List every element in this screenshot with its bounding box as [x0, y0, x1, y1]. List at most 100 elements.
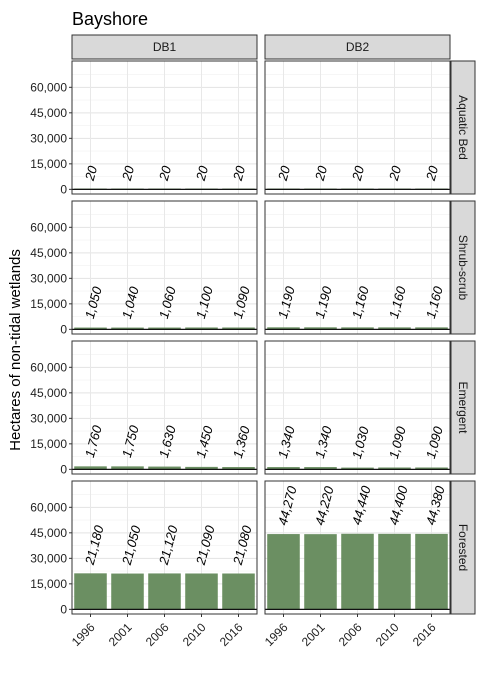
- column-strip-label: DB2: [346, 40, 370, 54]
- chart-title: Bayshore: [72, 9, 148, 29]
- bar-2010: [185, 466, 218, 470]
- bar-2006: [148, 327, 181, 330]
- bar-1996: [267, 467, 300, 470]
- bar-2001: [111, 573, 144, 610]
- bar-2010: [378, 533, 411, 610]
- panel-db2-aquatic-bed: 20 20 20 20 20: [264, 60, 451, 195]
- y-tick-label: 60,000: [30, 360, 67, 374]
- bar-2016: [222, 573, 255, 610]
- column-strip-label: DB1: [153, 40, 177, 54]
- bar-1996: [74, 327, 107, 330]
- y-tick-label: 0: [60, 322, 67, 336]
- bar-2016: [415, 327, 448, 330]
- panel-db1-forested: 21,180 21,050 21,120 21,090 21,080: [71, 480, 258, 615]
- data-label: 20: [349, 163, 368, 183]
- data-label: 20: [386, 163, 405, 183]
- y-tick-label: 30,000: [30, 131, 67, 145]
- x-tick-label: 2016: [217, 620, 246, 649]
- x-tick-label: 2001: [299, 620, 328, 649]
- bar-2006: [341, 467, 374, 470]
- y-tick-label: 0: [60, 462, 67, 476]
- data-label: 20: [156, 163, 175, 183]
- y-tick-label: 30,000: [30, 411, 67, 425]
- bar-2001: [304, 467, 337, 470]
- y-tick-label: 0: [60, 602, 67, 616]
- column-strip-db2: [264, 34, 451, 60]
- panel-db1-aquatic-bed: 20 20 20 20 20: [71, 60, 258, 195]
- bar-1996: [267, 534, 300, 610]
- data-label: 20: [193, 163, 212, 183]
- column-strip-db1: [71, 34, 258, 60]
- y-tick-label: 15,000: [30, 577, 67, 591]
- y-tick-label: 0: [60, 182, 67, 196]
- bar-2001: [304, 534, 337, 610]
- bar-2006: [148, 573, 181, 610]
- data-label: 20: [119, 163, 138, 183]
- x-tick-label: 2006: [336, 620, 365, 649]
- y-axis-label: Hectares of non-tidal wetlands: [7, 249, 24, 451]
- panel-db2-emergent: 1,340 1,340 1,030 1,090 1,090: [264, 340, 451, 475]
- y-tick-label: 45,000: [30, 386, 67, 400]
- bar-2016: [415, 467, 448, 470]
- bar-2016: [222, 467, 255, 470]
- data-label: 20: [230, 163, 249, 183]
- data-label: 20: [312, 163, 331, 183]
- bar-1996: [267, 327, 300, 330]
- row-strip-label: Emergent: [456, 381, 470, 434]
- y-tick-label: 60,000: [30, 220, 67, 234]
- panel-db2-shrub-scrub: 1,190 1,190 1,160 1,160 1,160: [264, 200, 451, 335]
- x-tick-label: 2001: [106, 620, 135, 649]
- x-tick-label: 2010: [373, 620, 402, 649]
- y-tick-label: 45,000: [30, 106, 67, 120]
- y-tick-label: 30,000: [30, 271, 67, 285]
- panel-border: [264, 340, 451, 475]
- panel-border: [71, 60, 258, 195]
- bar-2010: [378, 327, 411, 330]
- bar-2016: [222, 327, 255, 330]
- row-strip-emergent: [450, 340, 476, 475]
- y-tick-label: 15,000: [30, 157, 67, 171]
- y-tick-label: 15,000: [30, 437, 67, 451]
- row-strip-label: Forested: [456, 524, 470, 571]
- x-tick-label: 2006: [143, 620, 172, 649]
- bar-2001: [111, 466, 144, 470]
- y-tick-label: 30,000: [30, 551, 67, 565]
- y-tick-label: 45,000: [30, 526, 67, 540]
- y-tick-label: 60,000: [30, 500, 67, 514]
- bar-2006: [341, 533, 374, 610]
- x-tick-label: 1996: [262, 620, 291, 649]
- bar-2006: [341, 327, 374, 330]
- y-tick-label: 15,000: [30, 297, 67, 311]
- data-label: 20: [82, 163, 101, 183]
- bar-2001: [111, 327, 144, 330]
- row-strip-forested: [450, 480, 476, 615]
- row-strip-label: Aquatic Bed: [456, 95, 470, 160]
- panel-db1-shrub-scrub: 1,050 1,040 1,060 1,100 1,090: [71, 200, 258, 335]
- bar-2006: [148, 466, 181, 470]
- facet-panels: DB1 DB2 Aquatic Bed Shrub-scrub Emergent Fore…: [30, 34, 476, 649]
- row-strip-shrub-scrub: [450, 200, 476, 335]
- bar-2010: [378, 467, 411, 470]
- bar-2010: [185, 573, 218, 610]
- y-tick-label: 45,000: [30, 246, 67, 260]
- panel-db1-emergent: 1,760 1,750 1,630 1,450 1,360: [71, 340, 258, 475]
- data-label: 20: [423, 163, 442, 183]
- bar-2010: [185, 327, 218, 330]
- row-strip-aquatic-bed: [450, 60, 476, 195]
- panel-db2-forested: 44,270 44,220 44,440 44,400 44,380: [264, 480, 451, 615]
- y-tick-label: 60,000: [30, 80, 67, 94]
- panel-border: [71, 200, 258, 335]
- bar-2016: [415, 533, 448, 610]
- bar-1996: [74, 466, 107, 470]
- x-tick-label: 2010: [180, 620, 209, 649]
- panel-border: [71, 340, 258, 475]
- x-tick-label: 2016: [410, 620, 439, 649]
- bar-2001: [304, 327, 337, 330]
- bar-1996: [74, 573, 107, 610]
- x-tick-label: 1996: [69, 620, 98, 649]
- row-strip-label: Shrub-scrub: [456, 235, 470, 301]
- panel-border: [264, 60, 451, 195]
- data-label: 20: [275, 163, 294, 183]
- panel-border: [264, 200, 451, 335]
